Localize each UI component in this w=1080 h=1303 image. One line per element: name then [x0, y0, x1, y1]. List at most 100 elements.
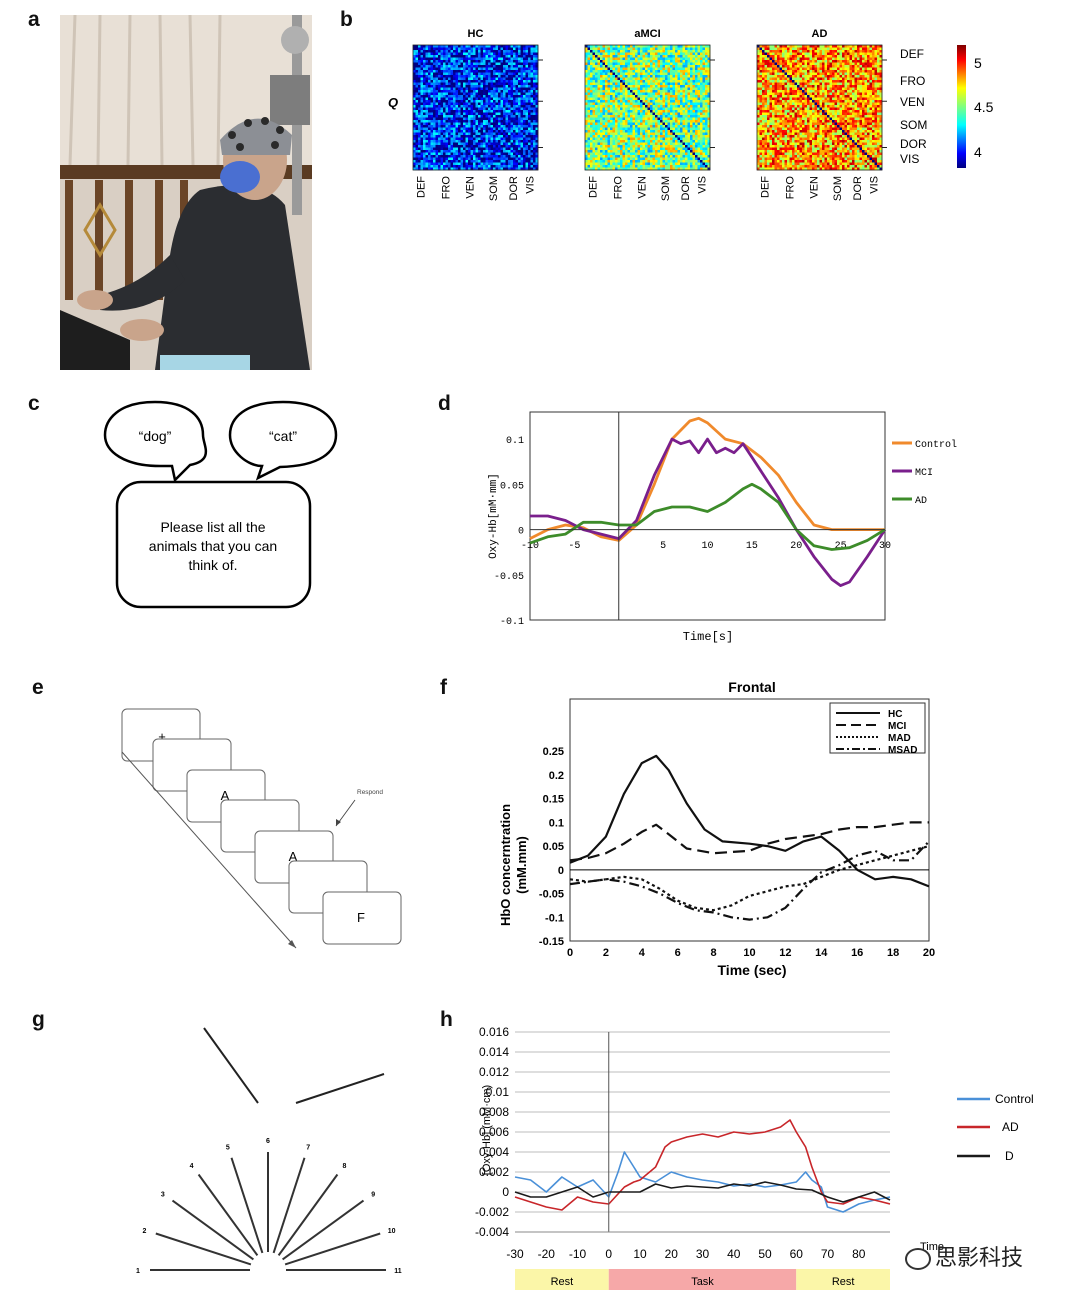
y-tick-label: 0.012 [479, 1065, 509, 1079]
nback-card-3 [220, 799, 300, 853]
x-tick-label: 0 [567, 947, 573, 959]
y-axis-label: Oxy-Hb[mM·mm] [488, 473, 500, 559]
x-tick-label: 20 [923, 947, 935, 959]
nback-card-symbol: A [221, 788, 230, 803]
x-tick-label: 30 [879, 541, 891, 552]
legend-label-d: D [1005, 1149, 1014, 1163]
legend-label-mci: MCI [915, 468, 933, 479]
colorbar-tick-4: 4 [974, 144, 982, 160]
nback-card-1 [152, 738, 232, 792]
legend-label-mad: MAD [888, 733, 911, 744]
watermark: 思影科技 [905, 1240, 1023, 1272]
y-tick-label: 0.05 [543, 841, 564, 853]
wechat-icon [905, 1248, 931, 1270]
x-tick-label: 60 [790, 1247, 804, 1261]
y-tick-label: 0.05 [500, 481, 524, 492]
time-arrow [121, 751, 297, 949]
series-line-mad [569, 845, 930, 912]
matrix-0-xlabel-dor: DOR [508, 176, 520, 201]
legend-label-hc: HC [888, 709, 902, 720]
legend-label-control: Control [915, 439, 957, 451]
row-label-q: Q [388, 95, 398, 110]
y-tick-label: -0.1 [545, 912, 564, 924]
panel-letter-e: e [32, 676, 44, 699]
fan-number-10: 10 [388, 1228, 396, 1235]
y-tick-label: 0.006 [479, 1125, 509, 1139]
timeline-segment-1 [608, 1269, 797, 1290]
matrix-0-xlabel-fro: FRO [441, 176, 453, 200]
fan-number-8: 8 [342, 1163, 346, 1170]
respond-arrow [335, 799, 356, 827]
matrix-title-2: AD [812, 28, 828, 40]
x-tick-label: 8 [711, 947, 717, 959]
x-tick-label: 15 [746, 541, 758, 552]
y-tick-label: 0.016 [479, 1025, 509, 1039]
series-line-mci [530, 437, 887, 587]
network-label-def: DEF [900, 47, 924, 61]
bubble-left-text: “dog” [139, 428, 172, 444]
nback-card-4: A [254, 830, 334, 884]
matrix-1-xlabel-def: DEF [588, 176, 600, 198]
prompt-line-2: animals that you can [149, 538, 277, 554]
y-tick-label: 0.004 [479, 1145, 509, 1159]
fan-number-7: 7 [306, 1144, 310, 1151]
x-tick-label: 18 [887, 947, 899, 959]
network-label-som: SOM [900, 118, 927, 132]
matrix-1-xlabel-som: SOM [660, 176, 672, 201]
fan-number-4: 4 [190, 1163, 194, 1170]
bubble-right-text: “cat” [269, 428, 297, 444]
matrix-1-xlabel-ven: VEN [636, 176, 648, 199]
legend-label-control: Control [995, 1092, 1034, 1106]
x-tick-label: -30 [506, 1247, 524, 1261]
y-tick-label: 0.01 [486, 1085, 510, 1099]
legend-label-msad: MSAD [888, 745, 917, 756]
x-axis-label: Time (sec) [718, 962, 787, 978]
fan-number-9: 9 [371, 1192, 375, 1199]
plot-frame [529, 411, 886, 621]
nback-card-symbol: + [158, 729, 166, 744]
x-tick-label: 70 [821, 1247, 835, 1261]
y-axis-label-line1: HbO concerntration [498, 804, 513, 926]
fan-line-2 [155, 1232, 252, 1266]
series-line-control [514, 1151, 891, 1213]
fan-line-5 [230, 1157, 264, 1254]
matrix-2-xlabel-vis: VIS [868, 176, 880, 194]
matrix-0: DEF FRO VEN SOM DOR VIS [412, 44, 543, 201]
matrix-2-xlabel-dor: DOR [852, 176, 864, 201]
y-tick-label: -0.15 [539, 936, 564, 948]
matrix-0-xlabel-ven: VEN [464, 176, 476, 199]
timeline-label-0: Rest [551, 1276, 574, 1288]
y-axis-label: [Oxy-Hb] (mM·cm) [481, 1085, 493, 1175]
fan-number-1: 1 [136, 1268, 140, 1275]
time-arrowhead [288, 940, 296, 948]
plot-frame [569, 698, 930, 942]
matrix-1: DEF FRO VEN SOM DOR VIS [584, 44, 715, 201]
x-tick-label: 12 [779, 947, 791, 959]
x-tick-label: -5 [568, 541, 580, 552]
prompt-box [115, 480, 312, 609]
matrix-2-xlabel-def: DEF [760, 176, 772, 198]
x-tick-label: 25 [835, 541, 847, 552]
panel-letter-d: d [438, 392, 451, 415]
x-tick-label: 5 [660, 541, 666, 552]
y-tick-label: 0.1 [506, 436, 524, 447]
timeline-segment-2 [796, 1269, 890, 1290]
series-line-msad [569, 840, 930, 921]
colorbar-tick-4.5: 4.5 [974, 99, 994, 115]
nback-card-symbol: F [357, 910, 365, 925]
x-tick-label: -10 [521, 541, 539, 552]
x-tick-label: 20 [665, 1247, 679, 1261]
nback-card-6: F [322, 891, 402, 945]
y-axis-label-line2: (mM.mm) [514, 836, 529, 894]
nback-card-5 [288, 860, 368, 914]
prompt-line-1: Please list all the [160, 519, 265, 535]
matrix-2: DEF FRO VEN SOM DOR VIS [756, 44, 887, 201]
x-tick-label: 4 [639, 947, 646, 959]
panel-letter-f: f [440, 676, 447, 699]
